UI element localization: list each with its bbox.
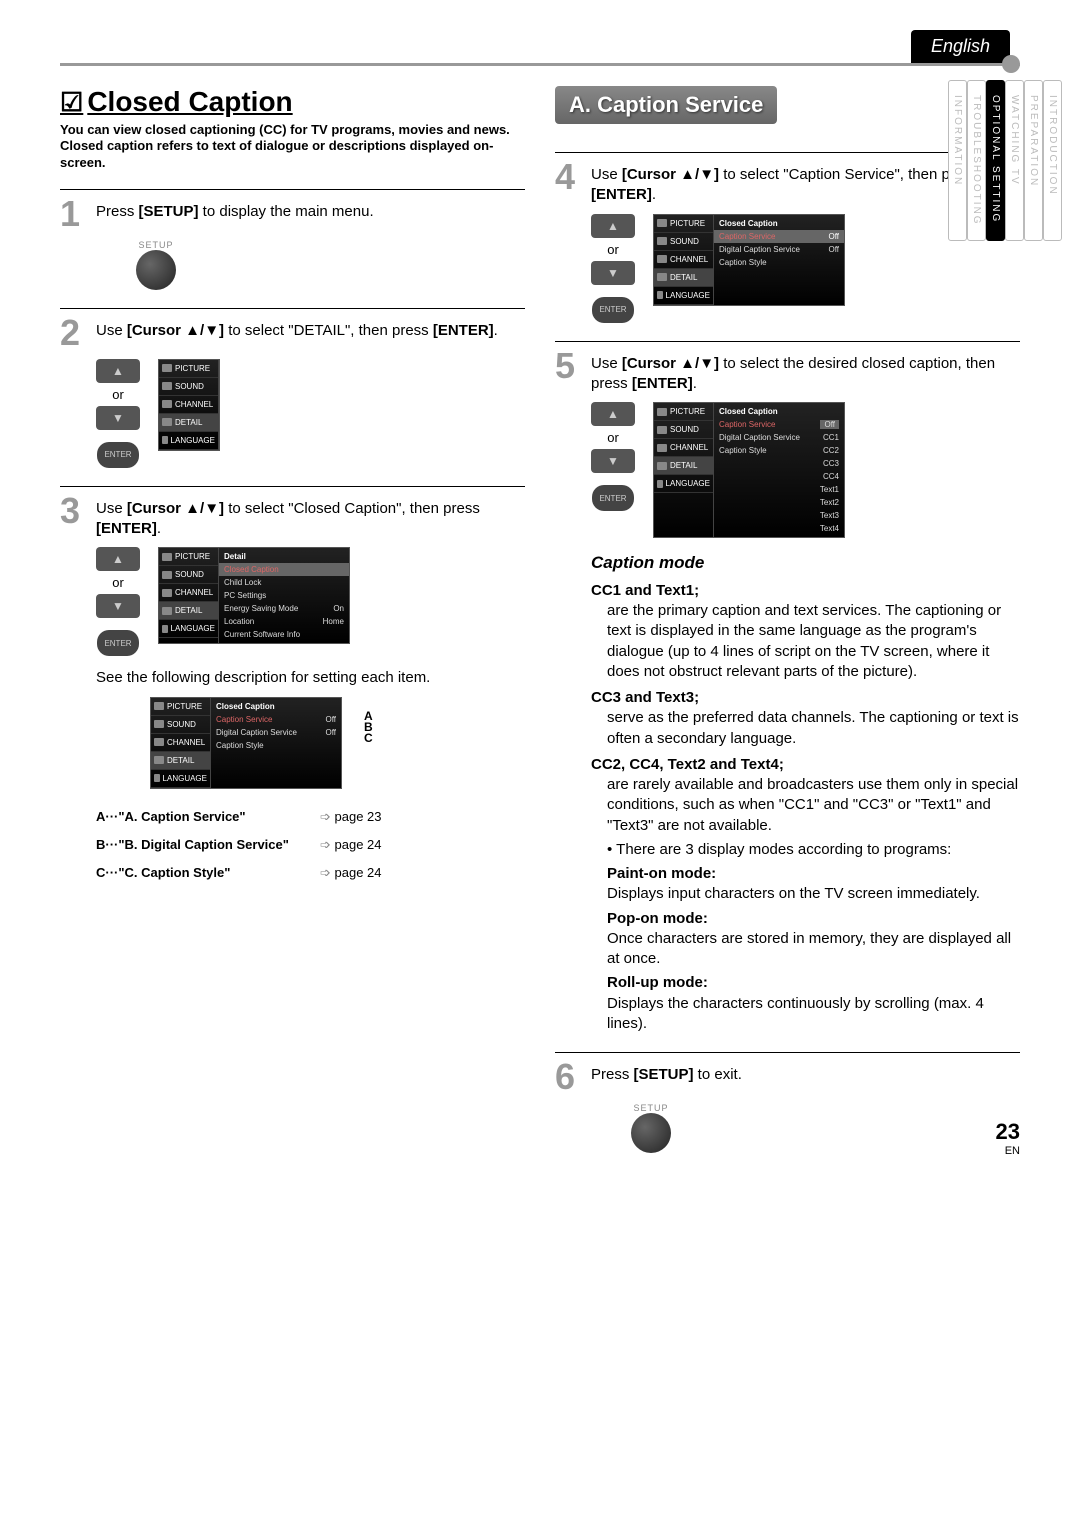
remote-cursor-illus: ▲ or ▼ ENTER [96, 547, 140, 656]
subsection-title: A. Caption Service [555, 86, 777, 124]
cc2-title: CC2, CC4, Text2 and Text4; [591, 755, 1020, 775]
cc2-body: are rarely available and broadcasters us… [607, 775, 1020, 836]
step-3-note: See the following description for settin… [96, 662, 525, 688]
enter-button-icon: ENTER [97, 442, 139, 468]
step-5: 5 Use [Cursor ▲/▼] to select the desired… [555, 341, 1020, 395]
page-lang-code: EN [996, 1145, 1020, 1157]
cc1-body: are the primary caption and text service… [607, 601, 1020, 682]
down-icon: ▼ [96, 406, 140, 430]
side-tab-introduction: INTRODUCTION [1043, 80, 1062, 241]
step-number: 3 [60, 493, 96, 529]
enter-button-icon: ENTER [97, 630, 139, 656]
step-1-text: Press [SETUP] to display the main menu. [96, 203, 374, 220]
step-5-text: Use [Cursor ▲/▼] to select the desired c… [591, 355, 995, 392]
reference-table: A···"A. Caption Service"page 23 B···"B. … [96, 803, 525, 887]
step-number: 2 [60, 315, 96, 351]
setup-circle-icon [136, 250, 176, 290]
side-tab-watching: WATCHING TV [1005, 80, 1024, 241]
top-rule [60, 63, 1020, 66]
side-tab-optional: OPTIONAL SETTING [986, 80, 1005, 241]
up-icon: ▲ [96, 547, 140, 571]
setup-label: SETUP [138, 240, 173, 250]
step-number: 4 [555, 159, 591, 195]
osd-menu-detail-select: PICTURE SOUND CHANNEL DETAIL LANGUAGE [158, 359, 220, 451]
osd-menu-cc: PICTURE SOUND CHANNEL DETAIL LANGUAGE Cl… [150, 697, 342, 789]
right-column: A. Caption Service 4 Use [Cursor ▲/▼] to… [555, 86, 1020, 1157]
remote-cursor-illus: ▲ or ▼ ENTER [591, 402, 635, 511]
cc1-title: CC1 and Text1; [591, 581, 1020, 601]
step-4-text: Use [Cursor ▲/▼] to select "Caption Serv… [591, 166, 978, 203]
or-label: or [112, 387, 124, 402]
section-title: ☑Closed Caption [60, 86, 525, 118]
language-tab: English [911, 30, 1010, 63]
down-icon: ▼ [96, 594, 140, 618]
step-1: 1 Press [SETUP] to display the main menu… [60, 189, 525, 232]
pop-body: Once characters are stored in memory, th… [607, 929, 1020, 970]
setup-button-illus: SETUP [136, 240, 176, 290]
or-label: or [607, 242, 619, 257]
cc2-bullet: There are 3 display modes according to p… [607, 840, 1020, 860]
setup-button-illus: SETUP [631, 1103, 671, 1153]
enter-button-icon: ENTER [592, 297, 634, 323]
caption-mode-heading: Caption mode [591, 552, 1020, 575]
step-number: 1 [60, 196, 96, 232]
left-column: ☑Closed Caption You can view closed capt… [60, 86, 525, 1157]
step-3: 3 Use [Cursor ▲/▼] to select "Closed Cap… [60, 486, 525, 540]
up-icon: ▲ [591, 402, 635, 426]
osd-menu-cc-list: PICTURE SOUND CHANNEL DETAIL LANGUAGE Cl… [653, 402, 845, 538]
side-tab-preparation: PREPARATION [1024, 80, 1043, 241]
side-tabs: INTRODUCTION PREPARATION WATCHING TV OPT… [948, 80, 1062, 245]
setup-circle-icon [631, 1113, 671, 1153]
paint-title: Paint-on mode: [607, 864, 1020, 884]
page-number: 23 [996, 1119, 1020, 1145]
check-icon: ☑ [60, 87, 83, 117]
cc3-body: serve as the preferred data channels. Th… [607, 708, 1020, 749]
or-label: or [607, 430, 619, 445]
step-2-text: Use [Cursor ▲/▼] to select "DETAIL", the… [96, 322, 498, 339]
osd-menu-cc-service: PICTURE SOUND CHANNEL DETAIL LANGUAGE Cl… [653, 214, 845, 306]
step-6-text: Press [SETUP] to exit. [591, 1066, 742, 1083]
intro-text: You can view closed captioning (CC) for … [60, 122, 525, 171]
down-icon: ▼ [591, 449, 635, 473]
paint-body: Displays input characters on the TV scre… [607, 884, 1020, 904]
cc3-title: CC3 and Text3; [591, 688, 1020, 708]
or-label: or [112, 575, 124, 590]
up-icon: ▲ [591, 214, 635, 238]
caption-mode-block: Caption mode CC1 and Text1; are the prim… [591, 552, 1020, 1034]
remote-cursor-illus: ▲ or ▼ ENTER [96, 359, 140, 468]
step-6: 6 Press [SETUP] to exit. [555, 1052, 1020, 1095]
roll-body: Displays the characters continuously by … [607, 994, 1020, 1035]
step-number: 6 [555, 1059, 591, 1095]
step-2: 2 Use [Cursor ▲/▼] to select "DETAIL", t… [60, 308, 525, 351]
pop-title: Pop-on mode: [607, 909, 1020, 929]
down-icon: ▼ [591, 261, 635, 285]
page-footer: 23 EN [996, 1119, 1020, 1157]
setup-label: SETUP [633, 1103, 668, 1113]
up-icon: ▲ [96, 359, 140, 383]
step-3-text: Use [Cursor ▲/▼] to select "Closed Capti… [96, 500, 480, 537]
osd-menu-detail: PICTURE SOUND CHANNEL DETAIL LANGUAGE De… [158, 547, 350, 644]
side-tab-information: INFORMATION [948, 80, 967, 241]
step-number: 5 [555, 348, 591, 384]
enter-button-icon: ENTER [592, 485, 634, 511]
side-tab-troubleshooting: TROUBLESHOOTING [967, 80, 986, 241]
remote-cursor-illus: ▲ or ▼ ENTER [591, 214, 635, 323]
roll-title: Roll-up mode: [607, 973, 1020, 993]
abc-labels: ABC [364, 711, 373, 744]
